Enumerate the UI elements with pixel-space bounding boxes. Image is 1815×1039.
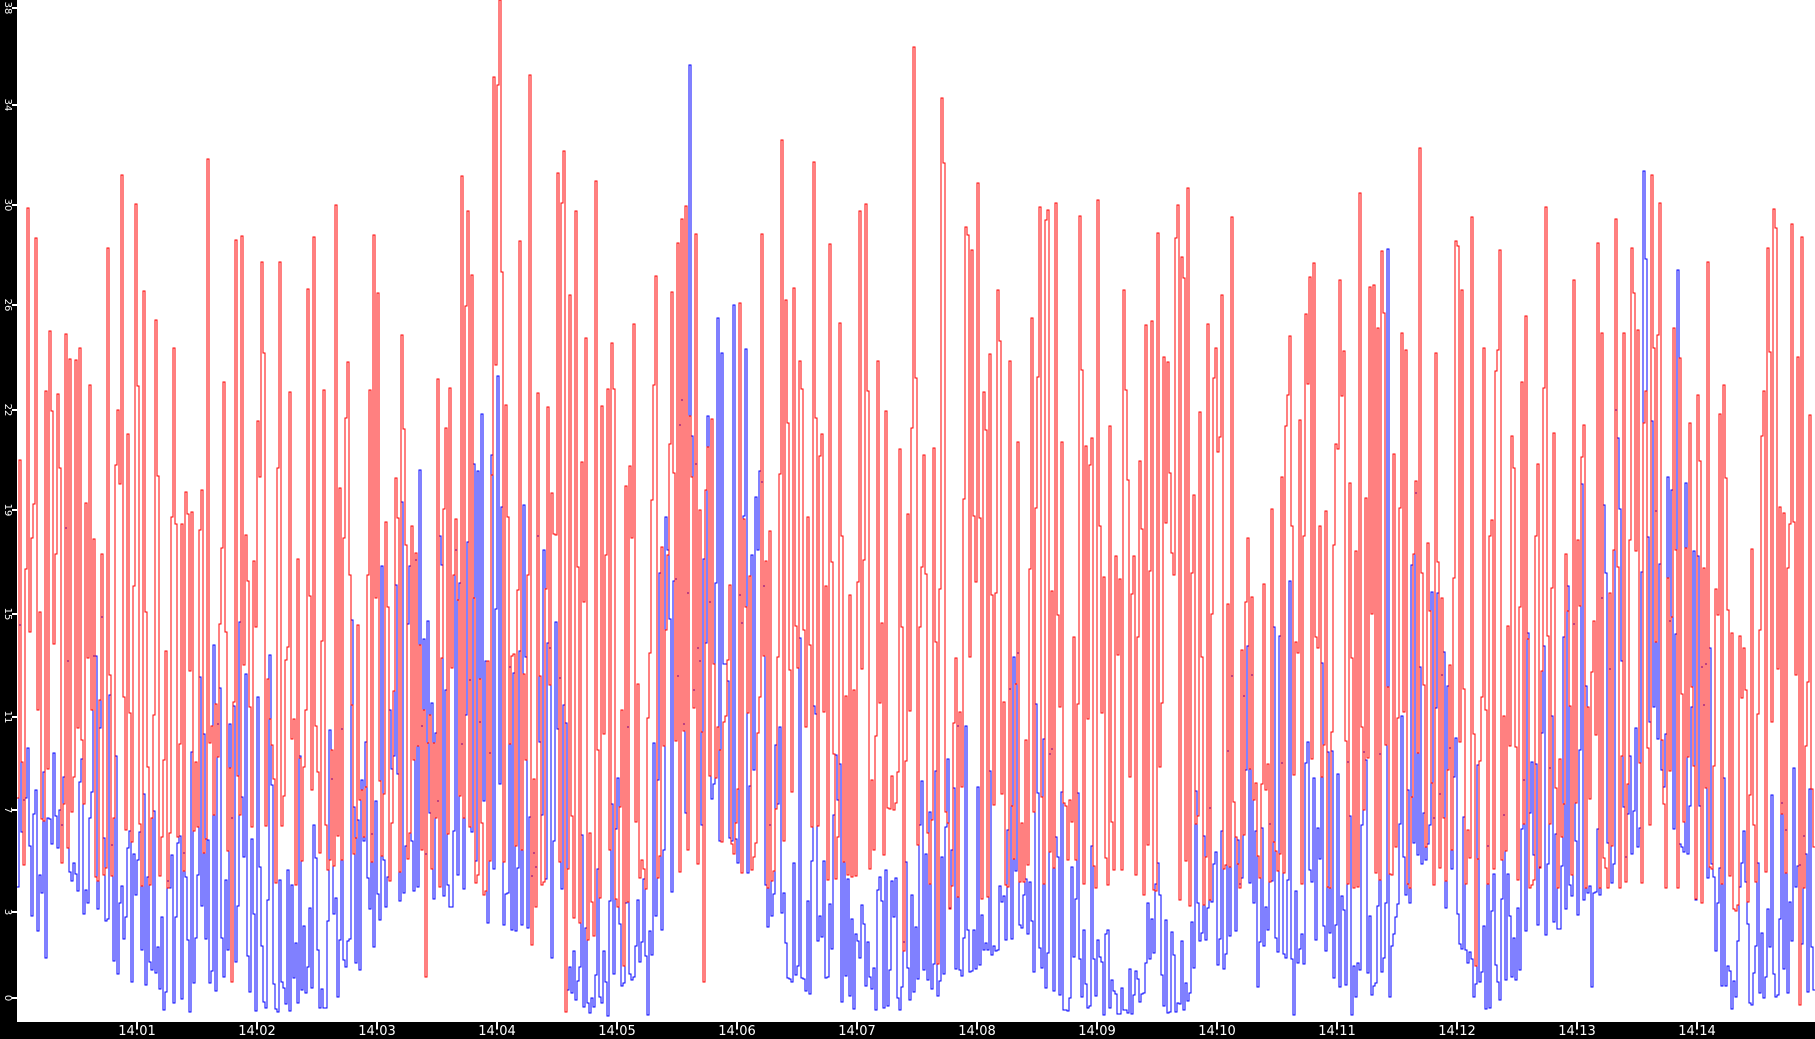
x-tick-mark [376,1022,378,1029]
x-tick-label: 14:14 [1678,1024,1716,1039]
y-tick-label: 30 [2,198,13,212]
red-series-line [17,0,1815,1013]
x-tick-label: 14:04 [478,1024,516,1039]
y-tick-mark [12,716,17,718]
y-tick-label: 19 [2,503,13,517]
x-tick-mark [736,1022,738,1029]
x-tick-mark [856,1022,858,1029]
blue-series-line [17,64,1815,1017]
x-tick-mark [1096,1022,1098,1029]
y-tick-label: 15 [2,607,13,621]
y-tick-label: 38 [2,1,13,15]
x-tick-mark [136,1022,138,1029]
y-tick-mark [12,509,17,511]
y-axis-bar: 38 34 30 26 22 19 15 11 7 3 0 [0,0,17,1022]
x-tick-label: 14:01 [118,1024,156,1039]
y-tick-label: 22 [2,403,13,417]
y-tick-label: 7 [2,806,13,814]
y-tick-mark [12,7,17,9]
x-tick-label: 14:13 [1558,1024,1596,1039]
x-tick-label: 14:09 [1078,1024,1116,1039]
y-tick-mark [12,104,17,106]
y-tick-mark [12,409,17,411]
x-tick-mark [256,1022,258,1029]
x-tick-mark [1576,1022,1578,1029]
x-tick-label: 14:12 [1438,1024,1476,1039]
x-tick-label: 14:06 [718,1024,756,1039]
y-tick-label: 11 [2,710,13,724]
x-tick-mark [1336,1022,1338,1029]
x-tick-label: 14:02 [238,1024,276,1039]
x-tick-label: 14:11 [1318,1024,1356,1039]
x-tick-mark [976,1022,978,1029]
y-tick-mark [12,304,17,306]
y-tick-label: 0 [2,994,13,1002]
x-tick-label: 14:10 [1198,1024,1236,1039]
y-tick-label: 26 [2,298,13,312]
y-tick-mark [12,204,17,206]
y-tick-mark [12,997,17,999]
x-tick-mark [496,1022,498,1029]
x-tick-label: 14:05 [598,1024,636,1039]
x-tick-mark [1456,1022,1458,1029]
y-tick-mark [12,809,17,811]
y-tick-label: 3 [2,908,13,916]
y-tick-label: 34 [2,98,13,112]
y-tick-mark [12,613,17,615]
x-tick-mark [1696,1022,1698,1029]
x-tick-label: 14:03 [358,1024,396,1039]
x-tick-mark [1216,1022,1218,1029]
x-tick-label: 14:08 [958,1024,996,1039]
x-tick-mark [616,1022,618,1029]
x-axis-bar: 14:01 14:02 14:03 14:04 14:05 14:06 14:07 14:08… [0,1022,1815,1039]
y-tick-mark [12,911,17,913]
x-tick-label: 14:07 [838,1024,876,1039]
